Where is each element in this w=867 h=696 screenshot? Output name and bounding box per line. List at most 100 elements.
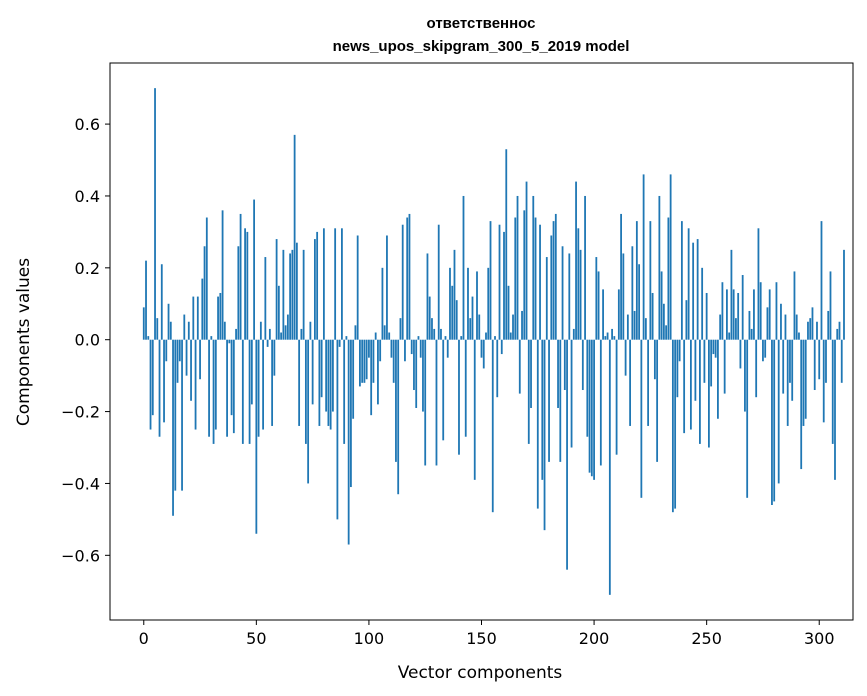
bar-49 <box>253 199 255 340</box>
bar-289 <box>793 271 796 340</box>
bar-63 <box>284 325 287 340</box>
bar-148 <box>476 271 478 340</box>
bar-192 <box>575 181 577 340</box>
bar-188 <box>566 339 568 570</box>
bar-90 <box>345 336 348 340</box>
bar-122 <box>417 336 420 340</box>
bar-186 <box>561 246 564 340</box>
bar-101 <box>370 339 373 416</box>
bar-293 <box>802 339 805 426</box>
bar-73 <box>307 339 310 484</box>
bar-201 <box>595 257 598 340</box>
bar-35 <box>221 210 224 340</box>
bar-300 <box>818 339 821 380</box>
bar-258 <box>723 339 726 394</box>
y-axis-label: Components values <box>14 258 34 426</box>
bar-285 <box>784 314 787 340</box>
bar-137 <box>451 285 454 340</box>
bar-177 <box>541 339 544 480</box>
bar-98 <box>363 339 366 383</box>
bar-272 <box>755 339 758 398</box>
bar-268 <box>746 339 749 498</box>
bar-87 <box>338 339 341 347</box>
bar-207 <box>608 339 611 595</box>
bar-173 <box>532 195 535 340</box>
bar-21 <box>190 339 192 401</box>
bar-18 <box>183 314 186 340</box>
bar-2 <box>147 336 150 340</box>
bar-30 <box>210 336 213 340</box>
bar-278 <box>768 289 771 340</box>
bar-262 <box>732 289 735 340</box>
bar-305 <box>829 271 832 340</box>
bar-210 <box>615 339 618 455</box>
bar-231 <box>662 303 665 340</box>
bar-111 <box>392 339 395 383</box>
bar-74 <box>309 321 312 340</box>
bar-6 <box>156 318 159 340</box>
bar-34 <box>219 292 222 340</box>
bar-136 <box>449 267 451 340</box>
bar-166 <box>516 195 519 340</box>
bar-117 <box>406 217 409 340</box>
bar-58 <box>273 339 276 376</box>
bar-242 <box>687 228 690 340</box>
x-tick-label: 250 <box>691 629 722 648</box>
bar-284 <box>782 339 785 394</box>
bar-126 <box>426 253 429 340</box>
bar-203 <box>599 339 602 466</box>
bar-96 <box>359 339 361 387</box>
bar-281 <box>775 282 778 340</box>
bar-221 <box>640 339 643 498</box>
bar-184 <box>557 339 559 408</box>
bar-287 <box>789 339 791 383</box>
bar-301 <box>820 221 823 340</box>
y-ticks: −0.6 −0.4 −0.2 0.0 0.2 0.4 0.6 <box>61 115 110 565</box>
bar-182 <box>552 221 555 340</box>
bar-233 <box>667 217 670 340</box>
bar-130 <box>435 339 438 466</box>
bar-175 <box>536 339 539 509</box>
bar-81 <box>325 339 328 412</box>
bar-40 <box>232 339 235 434</box>
bar-229 <box>658 195 661 340</box>
bar-159 <box>500 339 503 355</box>
bar-1 <box>145 260 147 340</box>
bar-252 <box>710 339 713 387</box>
x-tick-label: 300 <box>804 629 835 648</box>
bar-26 <box>201 278 204 340</box>
bar-0 <box>142 307 145 340</box>
bar-91 <box>347 339 350 545</box>
bar-199 <box>590 339 593 477</box>
bar-65 <box>289 253 292 340</box>
x-tick-label: 200 <box>579 629 610 648</box>
bar-31 <box>212 339 215 444</box>
bar-107 <box>383 325 386 340</box>
bar-4 <box>151 339 154 416</box>
bar-261 <box>730 249 733 340</box>
bar-235 <box>671 339 674 513</box>
bar-47 <box>248 339 251 444</box>
bar-299 <box>816 321 818 340</box>
bar-88 <box>341 228 343 340</box>
bar-44 <box>241 339 244 444</box>
bars-group <box>142 88 845 595</box>
bar-219 <box>635 221 638 340</box>
bar-187 <box>563 339 566 391</box>
bar-224 <box>647 339 650 426</box>
bar-23 <box>194 339 197 430</box>
bar-298 <box>813 339 816 391</box>
bar-153 <box>487 267 490 340</box>
bar-158 <box>498 224 501 340</box>
bar-277 <box>766 307 769 340</box>
bar-196 <box>584 195 586 340</box>
bar-51 <box>257 339 260 437</box>
bar-269 <box>748 310 751 340</box>
bar-144 <box>467 267 469 340</box>
bar-109 <box>388 332 391 340</box>
bar-57 <box>271 339 274 426</box>
bar-183 <box>554 213 557 340</box>
bar-237 <box>676 339 679 398</box>
bar-306 <box>831 339 834 444</box>
bar-100 <box>368 339 370 358</box>
